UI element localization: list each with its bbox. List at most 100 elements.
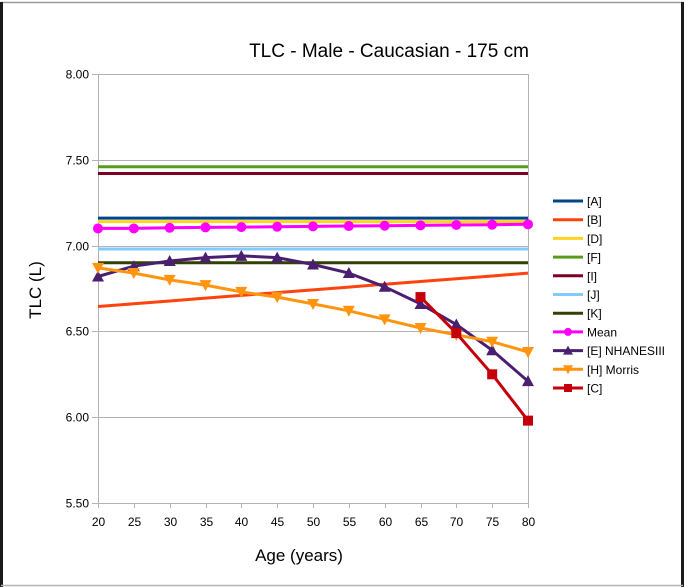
data-point <box>450 318 463 330</box>
legend-marker <box>564 384 572 392</box>
legend-label: [A] <box>587 195 602 209</box>
data-point <box>486 344 499 356</box>
legend-label: [K] <box>587 307 602 321</box>
data-point <box>451 220 462 231</box>
legend: [A] [B] [D] [F] [I] [J] [K] Mean [E] NHANESIII [H… <box>553 195 665 396</box>
x-tick-label: 40 <box>235 515 249 529</box>
data-point <box>200 222 211 233</box>
x-tick-label: 60 <box>379 515 393 529</box>
data-point <box>307 258 319 270</box>
data-point <box>378 280 391 292</box>
data-point <box>92 262 104 274</box>
y-tick-label: 6.00 <box>66 411 90 425</box>
x-tick-label: 80 <box>522 515 536 529</box>
x-tick-label: 30 <box>164 515 178 529</box>
data-point <box>415 292 426 303</box>
legend-label: [J] <box>587 288 600 302</box>
x-tick-label: 75 <box>486 515 500 529</box>
y-tick-label: 7.00 <box>66 240 90 254</box>
legend-item: [I] <box>553 269 597 283</box>
x-tick-label: 70 <box>450 515 464 529</box>
y-axis-label: TLC (L) <box>26 261 45 319</box>
series-line <box>97 254 529 383</box>
legend-item: [K] <box>553 307 602 321</box>
data-point <box>163 255 176 267</box>
legend-label: [I] <box>587 269 597 283</box>
data-point <box>236 222 247 233</box>
series-e-nhanesiii <box>92 249 534 387</box>
data-point <box>379 220 390 231</box>
legend-label: [C] <box>587 382 602 396</box>
chart-title: TLC - Male - Caucasian - 175 cm <box>249 41 529 62</box>
data-point <box>308 221 318 232</box>
legend-label: [F] <box>587 251 601 265</box>
legend-item: [D] <box>553 232 602 246</box>
data-point <box>307 298 319 310</box>
y-tick-label: 7.50 <box>66 154 90 168</box>
legend-label: [H] Morris <box>587 363 639 377</box>
data-point <box>342 267 355 279</box>
data-point <box>163 274 176 286</box>
data-point <box>486 336 499 348</box>
legend-label: [B] <box>587 213 602 227</box>
legend-label: [E] NHANESIII <box>587 344 665 358</box>
data-point <box>93 223 103 234</box>
data-point <box>271 251 284 263</box>
x-tick-label: 20 <box>92 515 106 529</box>
legend-label: [D] <box>587 232 602 246</box>
legend-item: [F] <box>553 251 601 265</box>
data-point <box>523 219 533 230</box>
legend-item: Mean <box>553 325 617 339</box>
x-tick-label: 65 <box>415 515 429 529</box>
data-point <box>414 322 427 334</box>
data-point <box>523 415 533 426</box>
y-tick-label: 6.50 <box>66 325 90 339</box>
data-point <box>378 314 391 326</box>
x-tick-label: 25 <box>128 515 142 529</box>
legend-item: [J] <box>553 288 600 302</box>
legend-item: [E] NHANESIII <box>553 344 665 358</box>
x-axis-label: Age (years) <box>255 546 343 565</box>
x-tick-label: 50 <box>307 515 321 529</box>
x-tick-label: 55 <box>343 515 357 529</box>
data-point <box>128 223 139 234</box>
data-point <box>487 219 498 230</box>
data-point <box>235 286 248 298</box>
data-point <box>343 221 354 232</box>
legend-item: [H] Morris <box>553 363 639 377</box>
series-b <box>97 271 529 308</box>
series-group <box>92 165 534 426</box>
data-point <box>235 249 248 261</box>
data-point <box>164 222 175 233</box>
data-point <box>92 270 104 282</box>
x-tick-label: 45 <box>271 515 285 529</box>
data-point <box>342 305 355 317</box>
data-point <box>272 221 283 232</box>
data-point <box>487 369 498 380</box>
legend-item: [C] <box>553 382 602 396</box>
data-point <box>199 280 212 292</box>
legend-item: [A] <box>553 195 602 209</box>
series-line <box>97 271 529 308</box>
legend-label: Mean <box>587 325 617 339</box>
y-tick-labels: 5.50 6.00 6.50 7.00 7.50 8.00 <box>66 68 90 511</box>
axes <box>92 74 529 508</box>
y-tick-label: 5.50 <box>66 497 90 511</box>
series-mean <box>93 219 533 234</box>
legend-marker <box>564 327 572 336</box>
legend-marker <box>563 345 573 355</box>
data-point <box>271 292 284 304</box>
data-point <box>199 251 212 263</box>
legend-item: [B] <box>553 213 602 227</box>
data-point <box>414 297 427 309</box>
data-point <box>415 220 426 231</box>
data-point <box>127 268 140 280</box>
data-point <box>522 346 534 358</box>
y-tick-label: 8.00 <box>66 68 90 82</box>
series-line <box>419 296 530 422</box>
x-tick-labels: 20 25 30 35 40 45 50 55 60 65 70 75 80 <box>92 515 536 529</box>
data-point <box>451 328 462 339</box>
legend-marker <box>563 365 573 375</box>
